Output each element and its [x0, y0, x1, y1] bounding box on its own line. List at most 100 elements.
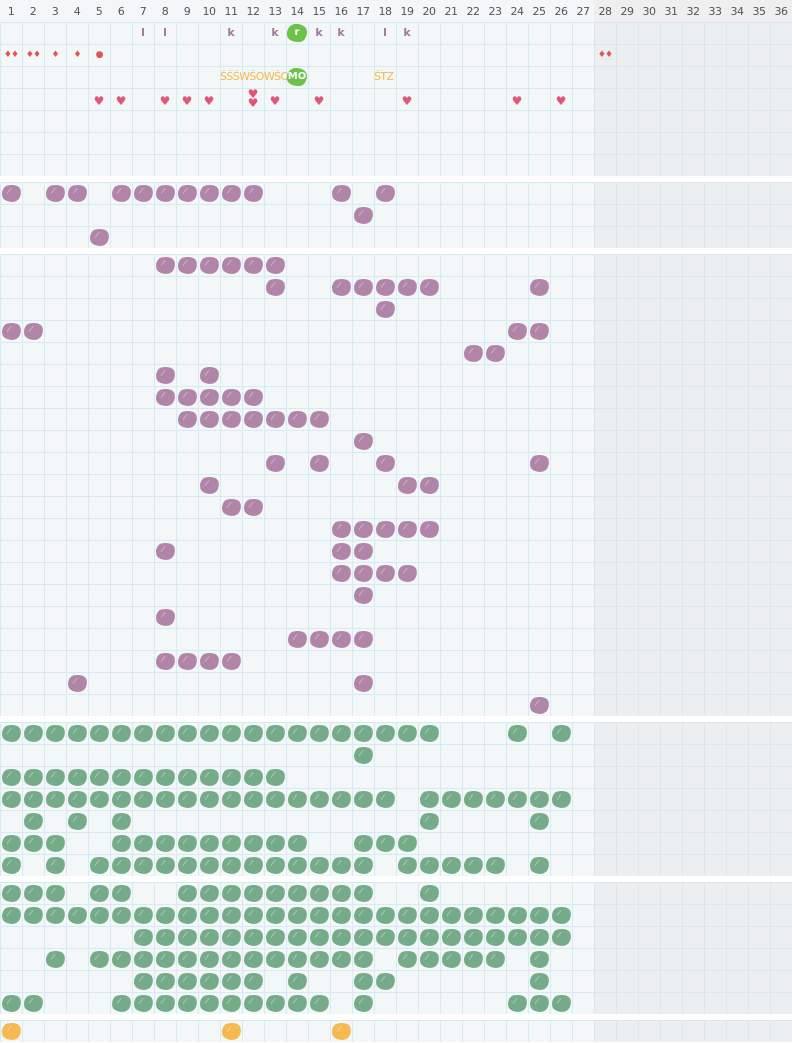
entry-blob-green[interactable]	[506, 927, 529, 948]
entry-blob-green[interactable]	[132, 971, 155, 992]
entry-blob-purple[interactable]	[528, 321, 551, 342]
entry-blob-purple[interactable]	[352, 563, 375, 584]
entry-blob-green[interactable]	[528, 993, 551, 1014]
column-number[interactable]: 4	[73, 5, 81, 18]
entry-blob-purple[interactable]	[330, 563, 353, 584]
entry-blob-green[interactable]	[330, 789, 353, 810]
entry-blob-purple[interactable]	[374, 563, 397, 584]
entry-blob-purple[interactable]	[374, 299, 397, 320]
column-number[interactable]: 26	[554, 5, 569, 18]
entry-blob-green[interactable]	[264, 883, 287, 904]
entry-blob-purple[interactable]	[330, 519, 353, 540]
column-number[interactable]: 7	[139, 5, 147, 18]
entry-blob-green[interactable]	[176, 855, 199, 876]
entry-blob-green[interactable]	[220, 855, 243, 876]
column-number[interactable]: 23	[488, 5, 503, 18]
entry-blob-green[interactable]	[110, 883, 133, 904]
entry-blob-green[interactable]	[242, 993, 265, 1014]
entry-blob-green[interactable]	[154, 993, 177, 1014]
entry-blob-orange[interactable]	[0, 1021, 23, 1042]
entry-blob-purple[interactable]	[528, 453, 551, 474]
entry-blob-green[interactable]	[308, 949, 331, 970]
entry-blob-green[interactable]	[308, 883, 331, 904]
entry-blob-green[interactable]	[352, 905, 375, 926]
entry-blob-green[interactable]	[506, 905, 529, 926]
entry-blob-green[interactable]	[308, 789, 331, 810]
entry-blob-green[interactable]	[198, 905, 221, 926]
column-number[interactable]: 34	[726, 0, 748, 22]
entry-blob-green[interactable]	[418, 723, 441, 744]
entry-blob-green[interactable]	[528, 927, 551, 948]
entry-blob-green[interactable]	[242, 949, 265, 970]
entry-blob-green[interactable]	[462, 949, 485, 970]
entry-blob-purple[interactable]	[198, 651, 221, 672]
entry-blob-green[interactable]	[352, 855, 375, 876]
entry-blob-green[interactable]	[264, 927, 287, 948]
column-number[interactable]: 25	[532, 5, 547, 18]
entry-blob-green[interactable]	[66, 723, 89, 744]
entry-blob-purple[interactable]	[154, 255, 177, 276]
entry-blob-green[interactable]	[88, 949, 111, 970]
entry-blob-green[interactable]	[286, 855, 309, 876]
entry-blob-green[interactable]	[286, 927, 309, 948]
entry-blob-green[interactable]	[0, 883, 23, 904]
entry-blob-purple[interactable]	[352, 673, 375, 694]
day-letter[interactable]: l	[163, 26, 167, 39]
entry-blob-green[interactable]	[484, 855, 507, 876]
entry-blob-purple[interactable]	[44, 183, 67, 204]
column-number[interactable]: 29	[616, 0, 638, 22]
entry-blob-purple[interactable]	[308, 453, 331, 474]
entry-blob-green[interactable]	[66, 905, 89, 926]
entry-blob-green[interactable]	[66, 767, 89, 788]
heart-icon[interactable]: ♥	[555, 94, 567, 108]
entry-blob-green[interactable]	[550, 789, 573, 810]
entry-blob-green[interactable]	[154, 927, 177, 948]
entry-blob-purple[interactable]	[330, 629, 353, 650]
entry-blob-purple[interactable]	[220, 409, 243, 430]
entry-blob-purple[interactable]	[220, 497, 243, 518]
entry-blob-green[interactable]	[154, 833, 177, 854]
entry-blob-purple[interactable]	[264, 255, 287, 276]
entry-blob-green[interactable]	[506, 789, 529, 810]
entry-blob-green[interactable]	[110, 993, 133, 1014]
entry-blob-green[interactable]	[110, 811, 133, 832]
entry-blob-purple[interactable]	[88, 227, 111, 248]
entry-blob-green[interactable]	[176, 833, 199, 854]
drop-icon[interactable]: ♦♦	[25, 50, 41, 60]
entry-blob-purple[interactable]	[352, 431, 375, 452]
entry-blob-green[interactable]	[308, 723, 331, 744]
entry-blob-green[interactable]	[198, 723, 221, 744]
column-number[interactable]: 6	[117, 5, 125, 18]
entry-blob-green[interactable]	[198, 883, 221, 904]
entry-blob-green[interactable]	[396, 833, 419, 854]
column-number[interactable]: 35	[748, 0, 770, 22]
entry-blob-green[interactable]	[550, 723, 573, 744]
entry-blob-green[interactable]	[418, 789, 441, 810]
entry-blob-purple[interactable]	[330, 277, 353, 298]
entry-blob-purple[interactable]	[352, 519, 375, 540]
entry-blob-green[interactable]	[242, 905, 265, 926]
entry-blob-purple[interactable]	[528, 695, 551, 716]
entry-blob-green[interactable]	[374, 833, 397, 854]
entry-blob-purple[interactable]	[0, 183, 23, 204]
entry-blob-purple[interactable]	[242, 255, 265, 276]
column-number[interactable]: 17	[356, 5, 371, 18]
entry-blob-green[interactable]	[396, 949, 419, 970]
entry-blob-green[interactable]	[220, 927, 243, 948]
column-number[interactable]: 10	[202, 5, 217, 18]
entry-blob-green[interactable]	[132, 905, 155, 926]
entry-blob-green[interactable]	[286, 789, 309, 810]
entry-blob-purple[interactable]	[220, 183, 243, 204]
entry-blob-green[interactable]	[44, 855, 67, 876]
column-number[interactable]: 16	[334, 5, 349, 18]
entry-blob-green[interactable]	[242, 971, 265, 992]
entry-blob-purple[interactable]	[154, 607, 177, 628]
entry-blob-green[interactable]	[44, 767, 67, 788]
entry-blob-green[interactable]	[110, 949, 133, 970]
entry-blob-purple[interactable]	[330, 183, 353, 204]
entry-blob-green[interactable]	[44, 789, 67, 810]
entry-blob-green[interactable]	[462, 855, 485, 876]
entry-blob-purple[interactable]	[220, 387, 243, 408]
drop-icon[interactable]: ♦	[51, 50, 59, 60]
column-number[interactable]: 20	[422, 5, 437, 18]
